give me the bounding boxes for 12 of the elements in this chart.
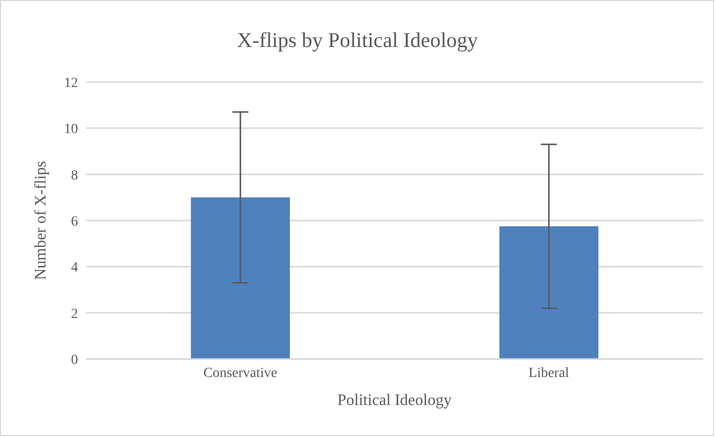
- y-tick-label: 0: [71, 352, 78, 368]
- x-tick-label: Conservative: [203, 366, 278, 381]
- y-tick-label: 12: [64, 76, 78, 91]
- y-tick-label: 2: [71, 306, 78, 322]
- x-axis-title: Political Ideology: [337, 392, 452, 409]
- x-tick-label: Liberal: [528, 366, 570, 381]
- y-tick-label: 6: [71, 214, 78, 230]
- y-tick-label: 8: [71, 168, 78, 184]
- y-axis-title: Number of X-flips: [32, 160, 50, 280]
- chart-title: X-flips by Political Ideology: [236, 28, 479, 53]
- y-tick-label: 10: [64, 122, 78, 138]
- y-tick-label: 4: [71, 260, 78, 276]
